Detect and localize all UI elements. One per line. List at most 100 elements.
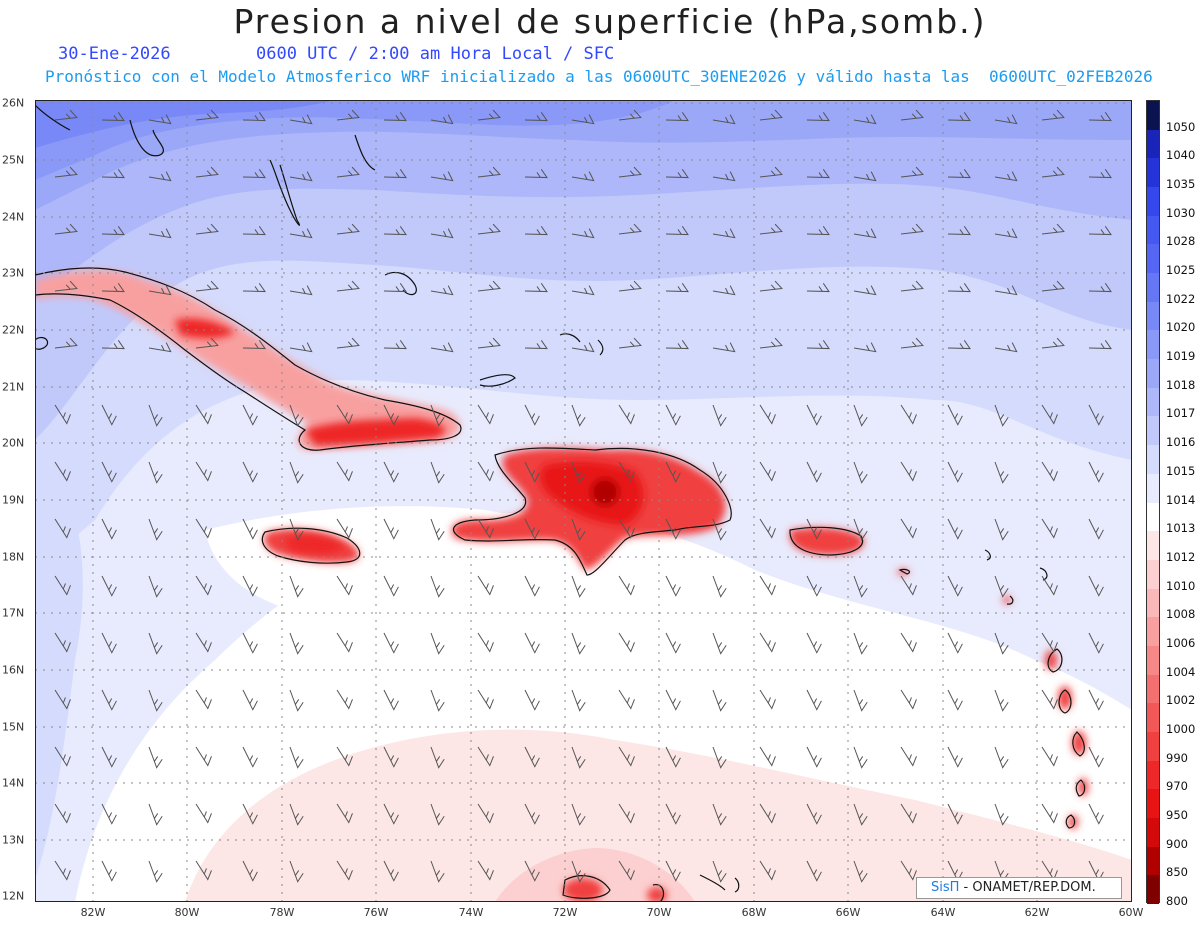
- wind-barb: [1088, 404, 1104, 426]
- wind-barb: [477, 632, 494, 653]
- wind-barb: [759, 860, 776, 881]
- wind-barb: [195, 404, 212, 425]
- colorbar-label: 970: [1166, 779, 1188, 794]
- wind-barb: [571, 285, 595, 296]
- pressure-band-1012: [185, 729, 1132, 902]
- wind-barb: [477, 404, 494, 425]
- wind-barb: [853, 632, 868, 655]
- wind-barb: [195, 689, 212, 710]
- wind-barb: [618, 404, 635, 425]
- wind-barb: [289, 860, 304, 883]
- wind-barb: [1041, 575, 1058, 596]
- coastlines: [35, 104, 1086, 902]
- x-tick: 72W: [552, 906, 578, 919]
- wind-barb: [101, 169, 125, 179]
- wind-barb: [1088, 169, 1112, 179]
- wind-barb: [947, 112, 971, 122]
- wind-barb: [947, 575, 963, 597]
- colorbar-segment: [1147, 760, 1159, 790]
- colorbar-segment: [1147, 330, 1159, 360]
- colorbar-segment: [1147, 731, 1159, 762]
- wind-barb: [524, 226, 548, 236]
- pressure-colorbar: [1146, 100, 1160, 905]
- colorbar-segment: [1147, 789, 1159, 819]
- wind-barb: [477, 803, 494, 824]
- wind-barb: [900, 803, 917, 824]
- wind-barb: [336, 803, 353, 824]
- wind-barb: [289, 632, 304, 655]
- cuba-low: [35, 269, 460, 451]
- wind-barb: [430, 803, 445, 826]
- colorbar-segment: [1147, 645, 1159, 676]
- colorbar-label: 800: [1166, 894, 1188, 908]
- wind-barb: [195, 518, 212, 539]
- wind-barb: [712, 285, 736, 296]
- wind-barb: [524, 575, 540, 597]
- wind-barb: [1041, 461, 1058, 482]
- wind-barb: [383, 860, 399, 882]
- wind-barb: [994, 575, 1009, 598]
- wind-barb: [994, 632, 1009, 655]
- wind-barb: [618, 461, 635, 482]
- wind-barb: [571, 803, 586, 826]
- wind-barb: [195, 166, 219, 178]
- wind-barb: [430, 632, 445, 655]
- x-tick: 82W: [80, 906, 106, 919]
- wind-barb: [148, 461, 163, 484]
- wind-barb: [54, 337, 78, 349]
- wind-barb: [947, 226, 971, 236]
- wind-barb: [54, 575, 71, 596]
- wind-barb: [195, 280, 219, 292]
- wind-barb: [289, 114, 313, 125]
- y-tick: 17N: [2, 606, 25, 620]
- wind-barb: [148, 860, 163, 883]
- colorbar-segment: [1147, 588, 1159, 618]
- x-tick: 64W: [930, 906, 956, 919]
- wind-barb: [1088, 283, 1112, 293]
- wind-barb: [571, 171, 595, 182]
- wind-barb: [430, 228, 454, 239]
- wind-barb: [430, 518, 445, 541]
- wind-barbs: [54, 109, 1112, 883]
- x-tick: 68W: [741, 906, 767, 919]
- wind-barb: [712, 342, 736, 353]
- colorbar-label: 1014: [1166, 492, 1196, 507]
- wind-barb: [994, 228, 1018, 239]
- wind-barb: [477, 575, 494, 596]
- wind-barb: [54, 689, 71, 710]
- wind-barb: [54, 404, 71, 425]
- wind-barb: [148, 114, 172, 125]
- y-tick: 23N: [2, 266, 25, 280]
- wind-barb: [571, 342, 595, 353]
- wind-barb: [195, 575, 212, 596]
- wind-barb: [477, 860, 494, 881]
- wind-barb: [853, 404, 868, 427]
- colorbar-label: 1016: [1166, 435, 1196, 450]
- low-pressure-islands: [563, 569, 1088, 902]
- wind-barb: [383, 340, 407, 350]
- wind-barb: [1041, 337, 1065, 349]
- wind-barb: [101, 632, 117, 654]
- wind-barb: [524, 746, 540, 768]
- wind-barb: [148, 803, 163, 826]
- colorbar-label: 1004: [1166, 664, 1196, 679]
- wind-barb: [383, 518, 399, 540]
- wind-barb: [242, 803, 258, 825]
- colorbar-segment: [1147, 875, 1159, 905]
- x-tick: 62W: [1024, 906, 1050, 919]
- colorbar-segment: [1147, 215, 1159, 245]
- wind-barb: [524, 340, 548, 350]
- colorbar-label: 1030: [1166, 205, 1196, 220]
- wind-barb: [477, 223, 501, 235]
- colorbar-label: 1022: [1166, 291, 1196, 306]
- wind-barb: [618, 575, 635, 596]
- wind-barb: [242, 226, 266, 236]
- wind-barb: [947, 461, 963, 483]
- wind-barb: [853, 342, 877, 353]
- wind-barb: [806, 340, 830, 350]
- credit-brand: SisΠ: [931, 880, 960, 895]
- wind-barb: [759, 404, 776, 425]
- wind-barb: [712, 461, 727, 484]
- credit-text: - ONAMET/REP.DOM.: [959, 880, 1096, 895]
- wind-barb: [148, 632, 163, 655]
